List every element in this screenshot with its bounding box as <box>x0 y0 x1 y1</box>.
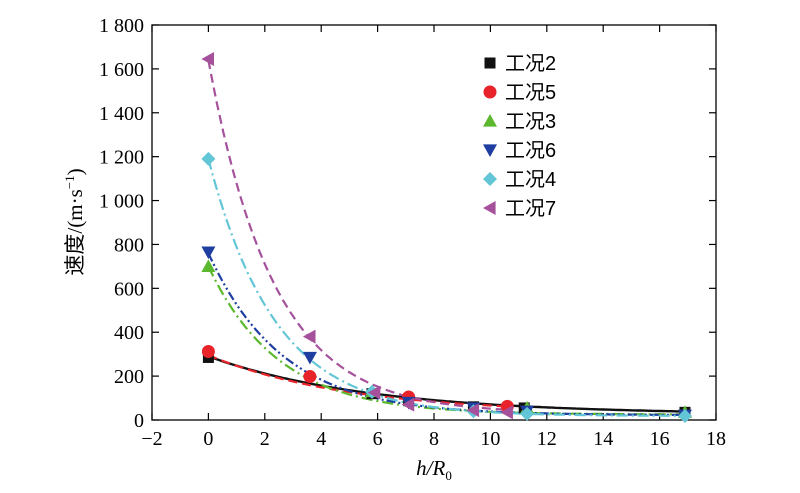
y-axis-title-tail: ) <box>63 168 87 175</box>
legend-label: 工况6 <box>505 140 556 162</box>
legend-marker <box>483 144 497 157</box>
data-point <box>302 329 316 344</box>
data-point <box>302 351 317 365</box>
x-tick-label: 18 <box>706 428 726 450</box>
legend-label: 工况4 <box>505 169 556 191</box>
x-tick-label: 12 <box>537 428 557 450</box>
y-tick-label: 1 800 <box>99 15 144 37</box>
y-axis-title-main: 速度/(m·s <box>63 189 87 275</box>
y-tick-label: 400 <box>114 322 144 344</box>
x-tick-label: −2 <box>141 428 162 450</box>
y-tick-label: 1 000 <box>99 191 144 213</box>
y-tick-label: 1 200 <box>99 147 144 169</box>
legend-label: 工况7 <box>505 198 556 220</box>
data-point <box>201 151 216 166</box>
y-axis-title: 速度/(m·s−1) <box>62 168 87 275</box>
plot-area <box>151 24 717 421</box>
fit-curve <box>207 265 685 416</box>
y-tick-label: 600 <box>114 278 144 300</box>
x-tick-label: 14 <box>593 428 613 450</box>
y-axis-title-sup: −1 <box>62 175 77 189</box>
x-tick-label: 6 <box>373 428 383 450</box>
y-tick-label: 1 600 <box>99 59 144 81</box>
plot-frame <box>151 24 717 421</box>
data-point <box>201 52 214 67</box>
data-point <box>500 405 513 420</box>
legend-marker <box>483 85 497 99</box>
fit-curve <box>208 355 686 413</box>
fit-curves <box>207 59 686 417</box>
x-tick-label: 10 <box>480 428 500 450</box>
x-tick-label: 0 <box>203 428 213 450</box>
data-point <box>201 246 216 260</box>
data-point <box>201 345 215 359</box>
y-tick-label: 0 <box>134 410 144 432</box>
fit-curve <box>207 59 508 411</box>
data-point <box>303 370 317 384</box>
legend-label: 工况2 <box>505 53 556 75</box>
y-tick-labels: 0 200 400 600 800 1 000 1 200 1 400 1 600 1 800 <box>99 15 144 432</box>
y-tick-label: 200 <box>114 366 144 388</box>
legend-label: 工况5 <box>505 82 556 104</box>
x-axis-title-sub: 0 <box>445 468 452 483</box>
x-tick-label: 8 <box>429 428 439 450</box>
x-axis-title: h/R0 <box>416 456 452 483</box>
legend-marker <box>484 57 496 69</box>
legend-label: 工况3 <box>505 111 556 133</box>
x-ticks <box>151 25 717 420</box>
data-markers <box>201 52 692 424</box>
x-tick-label: 4 <box>316 428 326 450</box>
x-tick-label: 2 <box>260 428 270 450</box>
y-tick-label: 800 <box>114 234 144 256</box>
legend-marker <box>483 172 497 186</box>
fit-curve <box>207 158 685 417</box>
x-tick-labels: −2 0 2 4 6 8 10 12 14 16 18 <box>141 428 726 450</box>
fit-curve <box>208 354 508 408</box>
fit-curve <box>207 252 685 416</box>
x-axis-title-main: h/R <box>416 456 445 480</box>
data-point <box>201 259 216 272</box>
x-tick-label: 16 <box>650 428 670 450</box>
data-point <box>677 409 692 424</box>
legend-marker <box>483 114 497 127</box>
legend-marker <box>483 201 496 215</box>
data-point <box>367 385 381 400</box>
data-point <box>401 397 415 412</box>
y-tick-label: 1 400 <box>99 103 144 125</box>
y-ticks <box>152 24 716 421</box>
data-point <box>466 403 480 418</box>
legend: 工况2 工况5 工况3 工况6 工况4 工况7 <box>483 53 556 220</box>
data-point <box>520 406 535 421</box>
